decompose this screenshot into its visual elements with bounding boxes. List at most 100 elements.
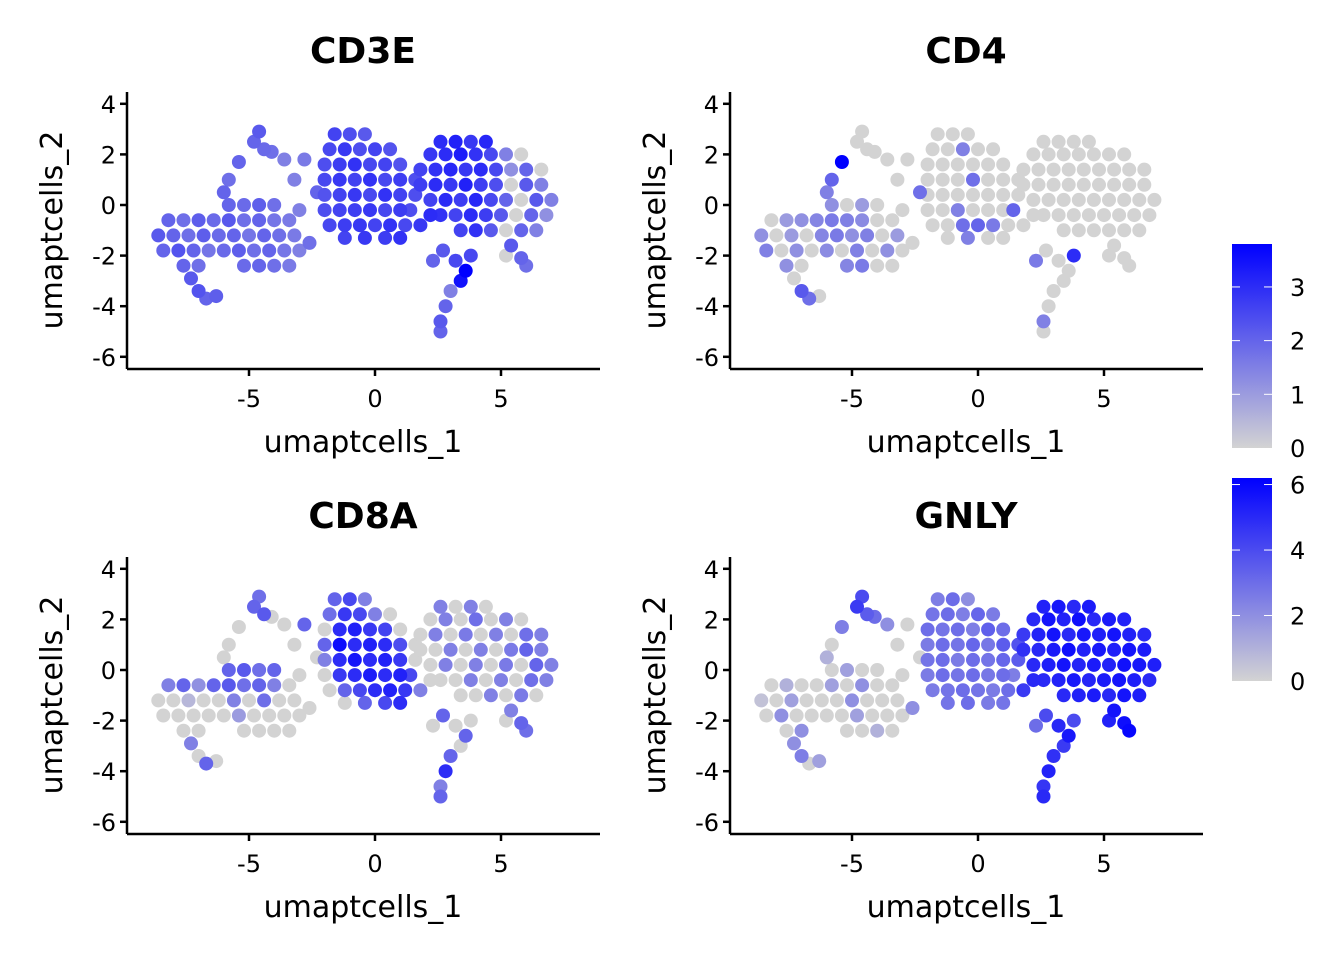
data-point bbox=[534, 162, 549, 177]
data-point bbox=[277, 708, 292, 723]
data-point bbox=[357, 695, 372, 710]
data-point bbox=[867, 144, 882, 159]
data-point bbox=[443, 749, 458, 763]
data-point bbox=[1056, 223, 1071, 238]
data-point bbox=[277, 617, 292, 632]
data-point bbox=[966, 187, 980, 202]
y-tick-label: 0 bbox=[704, 192, 719, 220]
data-point bbox=[237, 663, 251, 677]
y-tick-label: 2 bbox=[101, 141, 116, 169]
data-point bbox=[393, 652, 408, 667]
data-point bbox=[206, 213, 221, 228]
data-point bbox=[913, 185, 927, 200]
data-point bbox=[986, 142, 1001, 157]
data-point bbox=[257, 607, 272, 622]
data-point bbox=[966, 637, 980, 652]
data-point bbox=[539, 208, 554, 223]
data-point bbox=[458, 627, 473, 642]
data-point bbox=[1046, 627, 1061, 642]
data-point bbox=[347, 637, 362, 652]
data-point bbox=[895, 668, 910, 683]
data-point bbox=[1102, 657, 1116, 672]
data-point bbox=[277, 152, 292, 167]
data-point bbox=[317, 187, 332, 202]
data-point bbox=[378, 157, 393, 172]
data-point bbox=[1056, 612, 1071, 627]
data-point bbox=[971, 142, 985, 157]
data-point bbox=[463, 134, 478, 149]
data-point bbox=[925, 142, 940, 157]
data-point bbox=[489, 177, 503, 192]
data-point bbox=[855, 124, 870, 139]
data-point bbox=[468, 688, 483, 703]
data-point bbox=[940, 218, 955, 233]
y-tick-label: -6 bbox=[92, 809, 116, 837]
data-point bbox=[252, 258, 267, 273]
data-point bbox=[211, 228, 226, 243]
data-point bbox=[1122, 627, 1137, 642]
data-point bbox=[799, 228, 814, 243]
data-point bbox=[759, 243, 774, 258]
data-point bbox=[779, 678, 794, 693]
data-point bbox=[199, 756, 214, 771]
data-point bbox=[282, 213, 297, 228]
data-point bbox=[378, 187, 393, 202]
data-point bbox=[363, 157, 377, 172]
colorbar-tick-label: 1 bbox=[1290, 381, 1305, 409]
data-point bbox=[499, 192, 513, 207]
data-point bbox=[317, 157, 332, 172]
data-point bbox=[819, 650, 834, 665]
data-point bbox=[960, 695, 975, 710]
data-point bbox=[895, 708, 910, 723]
y-tick-label: -6 bbox=[695, 344, 719, 372]
data-point bbox=[769, 693, 784, 708]
data-point bbox=[237, 198, 251, 212]
data-point bbox=[1066, 673, 1081, 688]
data-point bbox=[981, 230, 996, 245]
data-point bbox=[393, 637, 408, 652]
colorbar-tick-label: 3 bbox=[1290, 274, 1305, 302]
data-point bbox=[519, 627, 534, 642]
data-point bbox=[504, 162, 519, 177]
x-tick-label: -5 bbox=[237, 850, 261, 878]
data-point bbox=[473, 177, 488, 192]
data-point bbox=[1036, 599, 1051, 614]
data-point bbox=[1001, 218, 1016, 233]
data-point bbox=[769, 228, 784, 243]
data-point bbox=[191, 213, 206, 228]
data-point bbox=[850, 599, 864, 614]
data-point bbox=[855, 258, 870, 273]
data-point bbox=[935, 157, 950, 172]
data-point bbox=[428, 177, 443, 192]
data-point bbox=[996, 668, 1011, 683]
data-point bbox=[317, 637, 332, 652]
data-point bbox=[1016, 627, 1031, 642]
data-point bbox=[1117, 192, 1132, 207]
data-point bbox=[794, 258, 809, 273]
data-point bbox=[764, 213, 779, 228]
data-point bbox=[231, 155, 246, 169]
data-point bbox=[247, 243, 261, 258]
data-point bbox=[819, 708, 834, 723]
data-point bbox=[981, 203, 996, 218]
data-point bbox=[433, 208, 448, 223]
data-point bbox=[458, 263, 473, 278]
x-tick-label: 5 bbox=[493, 385, 508, 413]
data-point bbox=[252, 198, 267, 212]
data-point bbox=[436, 708, 450, 723]
y-tick-label: 2 bbox=[704, 606, 719, 634]
data-point bbox=[1112, 208, 1127, 223]
data-point bbox=[950, 172, 965, 187]
y-tick-label: -6 bbox=[92, 344, 116, 372]
data-point bbox=[834, 620, 849, 634]
y-tick-label: 0 bbox=[101, 192, 116, 220]
data-point bbox=[1046, 162, 1061, 177]
data-point bbox=[1071, 147, 1086, 162]
data-point bbox=[413, 177, 428, 192]
data-point bbox=[332, 668, 347, 683]
data-point bbox=[754, 228, 769, 243]
data-point bbox=[1147, 657, 1162, 672]
x-tick-label: 0 bbox=[970, 385, 985, 413]
data-point bbox=[955, 218, 970, 233]
